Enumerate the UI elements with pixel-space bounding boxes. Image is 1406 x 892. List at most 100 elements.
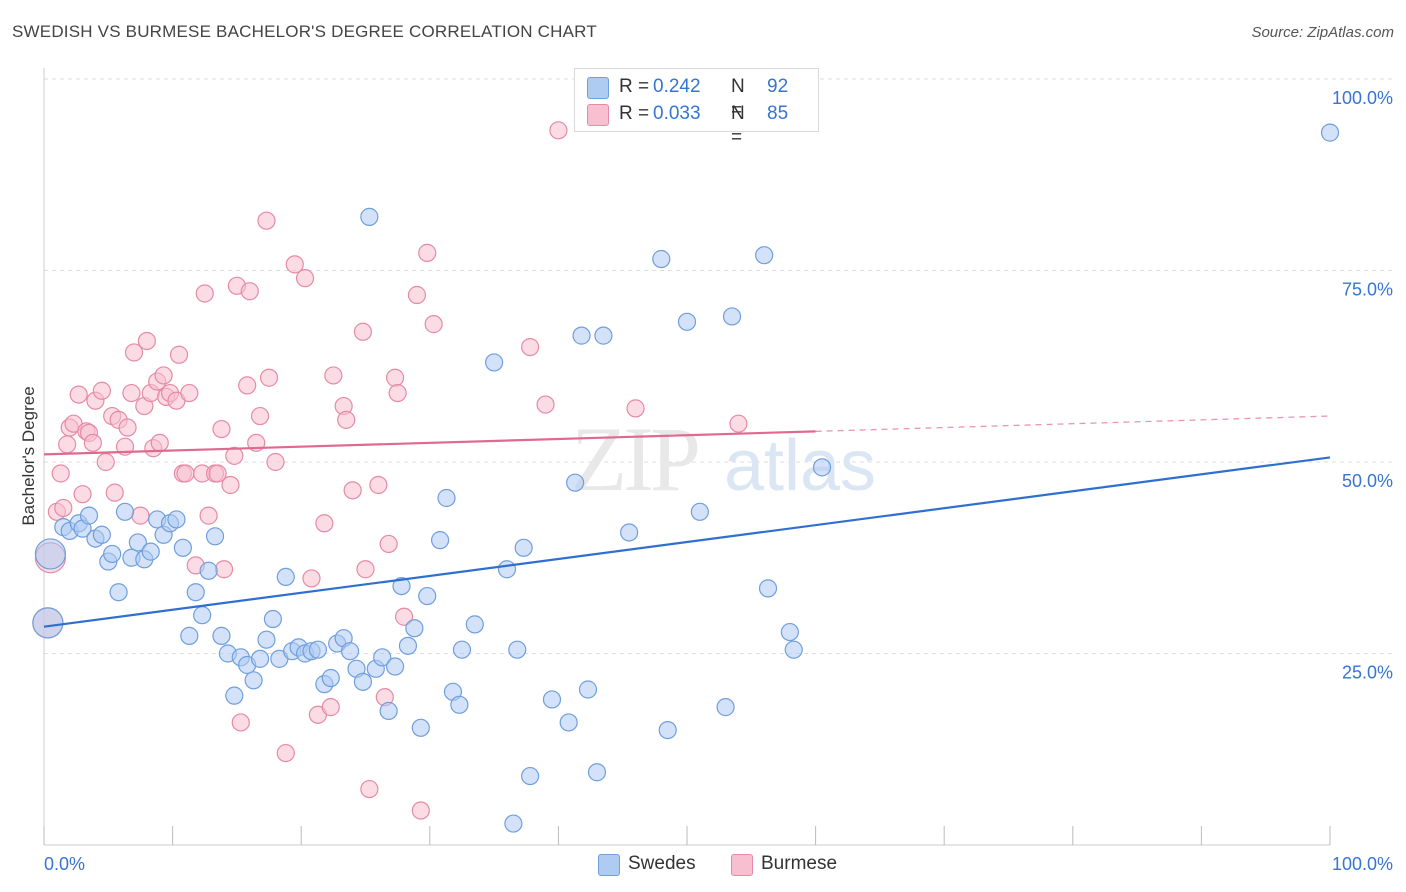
x-tick-label-min: 0.0% [44, 854, 85, 874]
trend-lines [43, 415, 1331, 628]
burmese-point-54 [257, 211, 276, 230]
burmese-point-3 [51, 464, 70, 483]
burmese-point-51 [240, 282, 259, 301]
swedes-point-67 [497, 560, 517, 579]
swedes-point-53 [379, 701, 398, 721]
burmese-point-44 [212, 419, 231, 439]
swedes-point-61 [437, 488, 456, 508]
swedes-point-37 [276, 567, 295, 587]
swedes-point-87 [758, 579, 778, 598]
swedes-point-60 [430, 531, 450, 550]
swedes-point-65 [465, 615, 484, 634]
burmese-point-78 [411, 801, 430, 820]
burmese-point-67 [343, 481, 362, 500]
swedes-point-24 [193, 606, 212, 625]
burmese-point-79 [418, 243, 437, 262]
burmese-n-label: N = [731, 103, 745, 148]
swedes-point-70 [514, 538, 533, 557]
burmese-r-value: 0.033 [653, 103, 701, 124]
burmese-point-80 [424, 315, 443, 334]
swedes-point-68 [504, 814, 523, 833]
burmese-point-77 [407, 285, 427, 305]
burmese-point-71 [369, 475, 388, 495]
swedes-point-12 [115, 502, 135, 521]
swedes-point-26 [205, 527, 225, 546]
swedes-point-85 [722, 307, 742, 326]
burmese-point-4 [54, 498, 73, 518]
burmese-point-21 [122, 383, 141, 403]
swedes-point-86 [755, 246, 774, 265]
swedes-point-78 [594, 326, 613, 345]
swedes-r-value: 0.242 [653, 76, 701, 97]
swedes-point-79 [620, 523, 639, 542]
burmese-point-40 [195, 284, 214, 303]
swedes-point-77 [587, 763, 607, 782]
burmese-r-label: R = [619, 103, 650, 124]
swedes-point-6 [79, 506, 99, 525]
swedes-point-16 [141, 542, 160, 561]
burmese-point-81 [521, 338, 540, 357]
burmese-point-50 [238, 376, 257, 395]
swedes-point-56 [398, 636, 418, 655]
swedes-trend-line [43, 456, 1331, 628]
swedes-n-label: N = [731, 76, 745, 121]
swedes-point-59 [418, 586, 437, 606]
burmese-point-85 [729, 414, 748, 433]
swedes-point-33 [250, 649, 270, 668]
burmese-point-56 [266, 452, 285, 472]
swedes-point-20 [167, 510, 186, 529]
burmese-trend-line-extension [815, 415, 1331, 433]
swedes-point-0 [32, 607, 64, 639]
swedes-point-72 [542, 690, 562, 709]
burmese-point-84 [626, 399, 645, 418]
burmese-point-23 [131, 506, 150, 525]
burmese-point-69 [356, 560, 375, 579]
burmese-point-34 [169, 345, 189, 364]
y-tick-label-2: 75.0% [1342, 280, 1393, 300]
burmese-point-64 [324, 366, 343, 385]
swedes-point-49 [353, 672, 373, 691]
burmese-point-37 [180, 383, 199, 403]
swedes-point-44 [321, 668, 340, 688]
burmese-point-75 [388, 383, 407, 403]
swedes-point-69 [508, 640, 527, 659]
burmese-point-63 [321, 698, 340, 717]
watermark-zip: ZIP [571, 408, 698, 510]
burmese-point-66 [337, 410, 356, 429]
swedes-point-58 [411, 718, 430, 737]
burmese-point-46 [221, 475, 240, 495]
swedes-point-47 [340, 642, 360, 661]
burmese-point-68 [353, 322, 373, 341]
swedes-point-71 [521, 766, 540, 786]
swedes-legend-label: Swedes [628, 853, 696, 874]
swedes-point-76 [578, 680, 598, 699]
tick-labels: 25.0% 50.0% 75.0% 100.0% 0.0% 100.0% [44, 88, 1393, 874]
burmese-point-74 [385, 368, 405, 387]
swedes-point-75 [572, 326, 591, 345]
burmese-point-29 [150, 433, 169, 452]
swedes-point-23 [186, 583, 205, 602]
swedes-point-81 [658, 720, 677, 740]
swedes-point-84 [716, 698, 735, 717]
burmese-point-47 [225, 446, 244, 465]
swedes-point-21 [173, 538, 192, 557]
swedes-point-50 [360, 207, 379, 226]
burmese-point-70 [360, 779, 379, 799]
swedes-n-value: 92 [767, 76, 789, 97]
swedes-point-52 [373, 648, 392, 667]
swedes-point-34 [257, 630, 276, 649]
burmese-point-73 [379, 534, 398, 554]
swedes-point-35 [263, 609, 283, 629]
swedes-point-25 [199, 561, 218, 580]
burmese-point-57 [276, 743, 295, 763]
burmese-point-58 [285, 255, 304, 274]
burmese-point-82 [536, 395, 555, 414]
burmese-point-62 [315, 514, 334, 533]
swedes-legend-swatch [598, 854, 620, 876]
burmese-legend-swatch [731, 854, 753, 876]
burmese-point-15 [96, 452, 115, 472]
swedes-point-8 [92, 525, 111, 544]
swedes-point-54 [385, 657, 405, 676]
burmese-point-8 [69, 385, 88, 404]
x-tick-label-max: 100.0% [1332, 854, 1393, 874]
